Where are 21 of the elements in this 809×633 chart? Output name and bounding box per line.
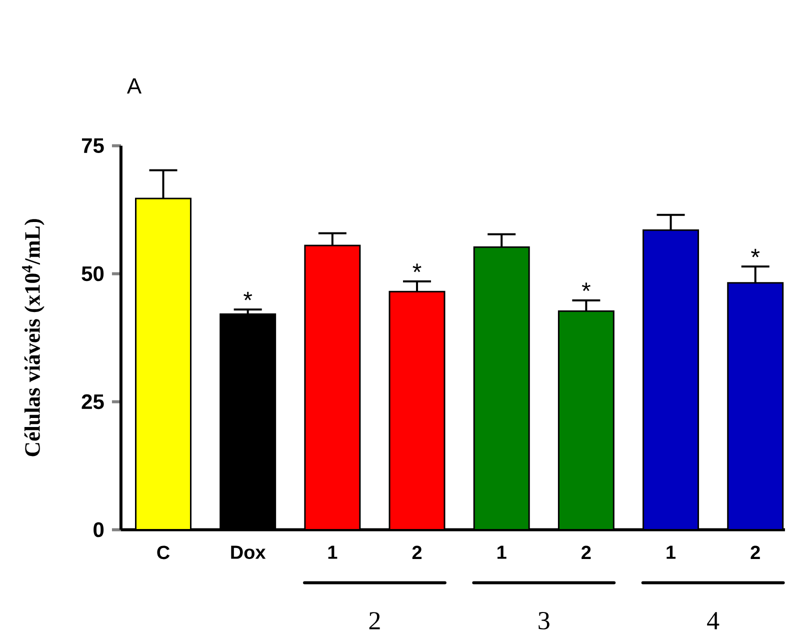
text: 4 xyxy=(707,612,720,630)
x-tick-label: 1 xyxy=(328,546,338,559)
text: 2 xyxy=(369,612,380,630)
x-tick-label: Dox xyxy=(231,546,266,560)
data-label: * xyxy=(751,248,760,258)
data-label: * xyxy=(244,292,252,300)
y-tick-label: 0 xyxy=(94,522,104,538)
y-axis-title: Células viáveis (x10$^{4}$/mL) xyxy=(22,219,44,456)
x-tick-label: C xyxy=(157,546,170,560)
x-tick-label: 1 xyxy=(498,546,506,559)
y-tick-label: 50 xyxy=(82,266,104,282)
text: 3 xyxy=(538,612,550,630)
x-tick-label: 1 xyxy=(666,546,676,559)
x-tick-label: 2 xyxy=(412,546,422,560)
data-label: * xyxy=(582,282,590,292)
x-tick-label: 2 xyxy=(582,546,591,560)
y-tick-label: 75 xyxy=(82,138,104,154)
x-tick-label: 2 xyxy=(750,546,760,560)
data-label: * xyxy=(412,264,422,272)
chart-title: A xyxy=(126,78,142,94)
y-tick-label: 25 xyxy=(82,394,104,410)
